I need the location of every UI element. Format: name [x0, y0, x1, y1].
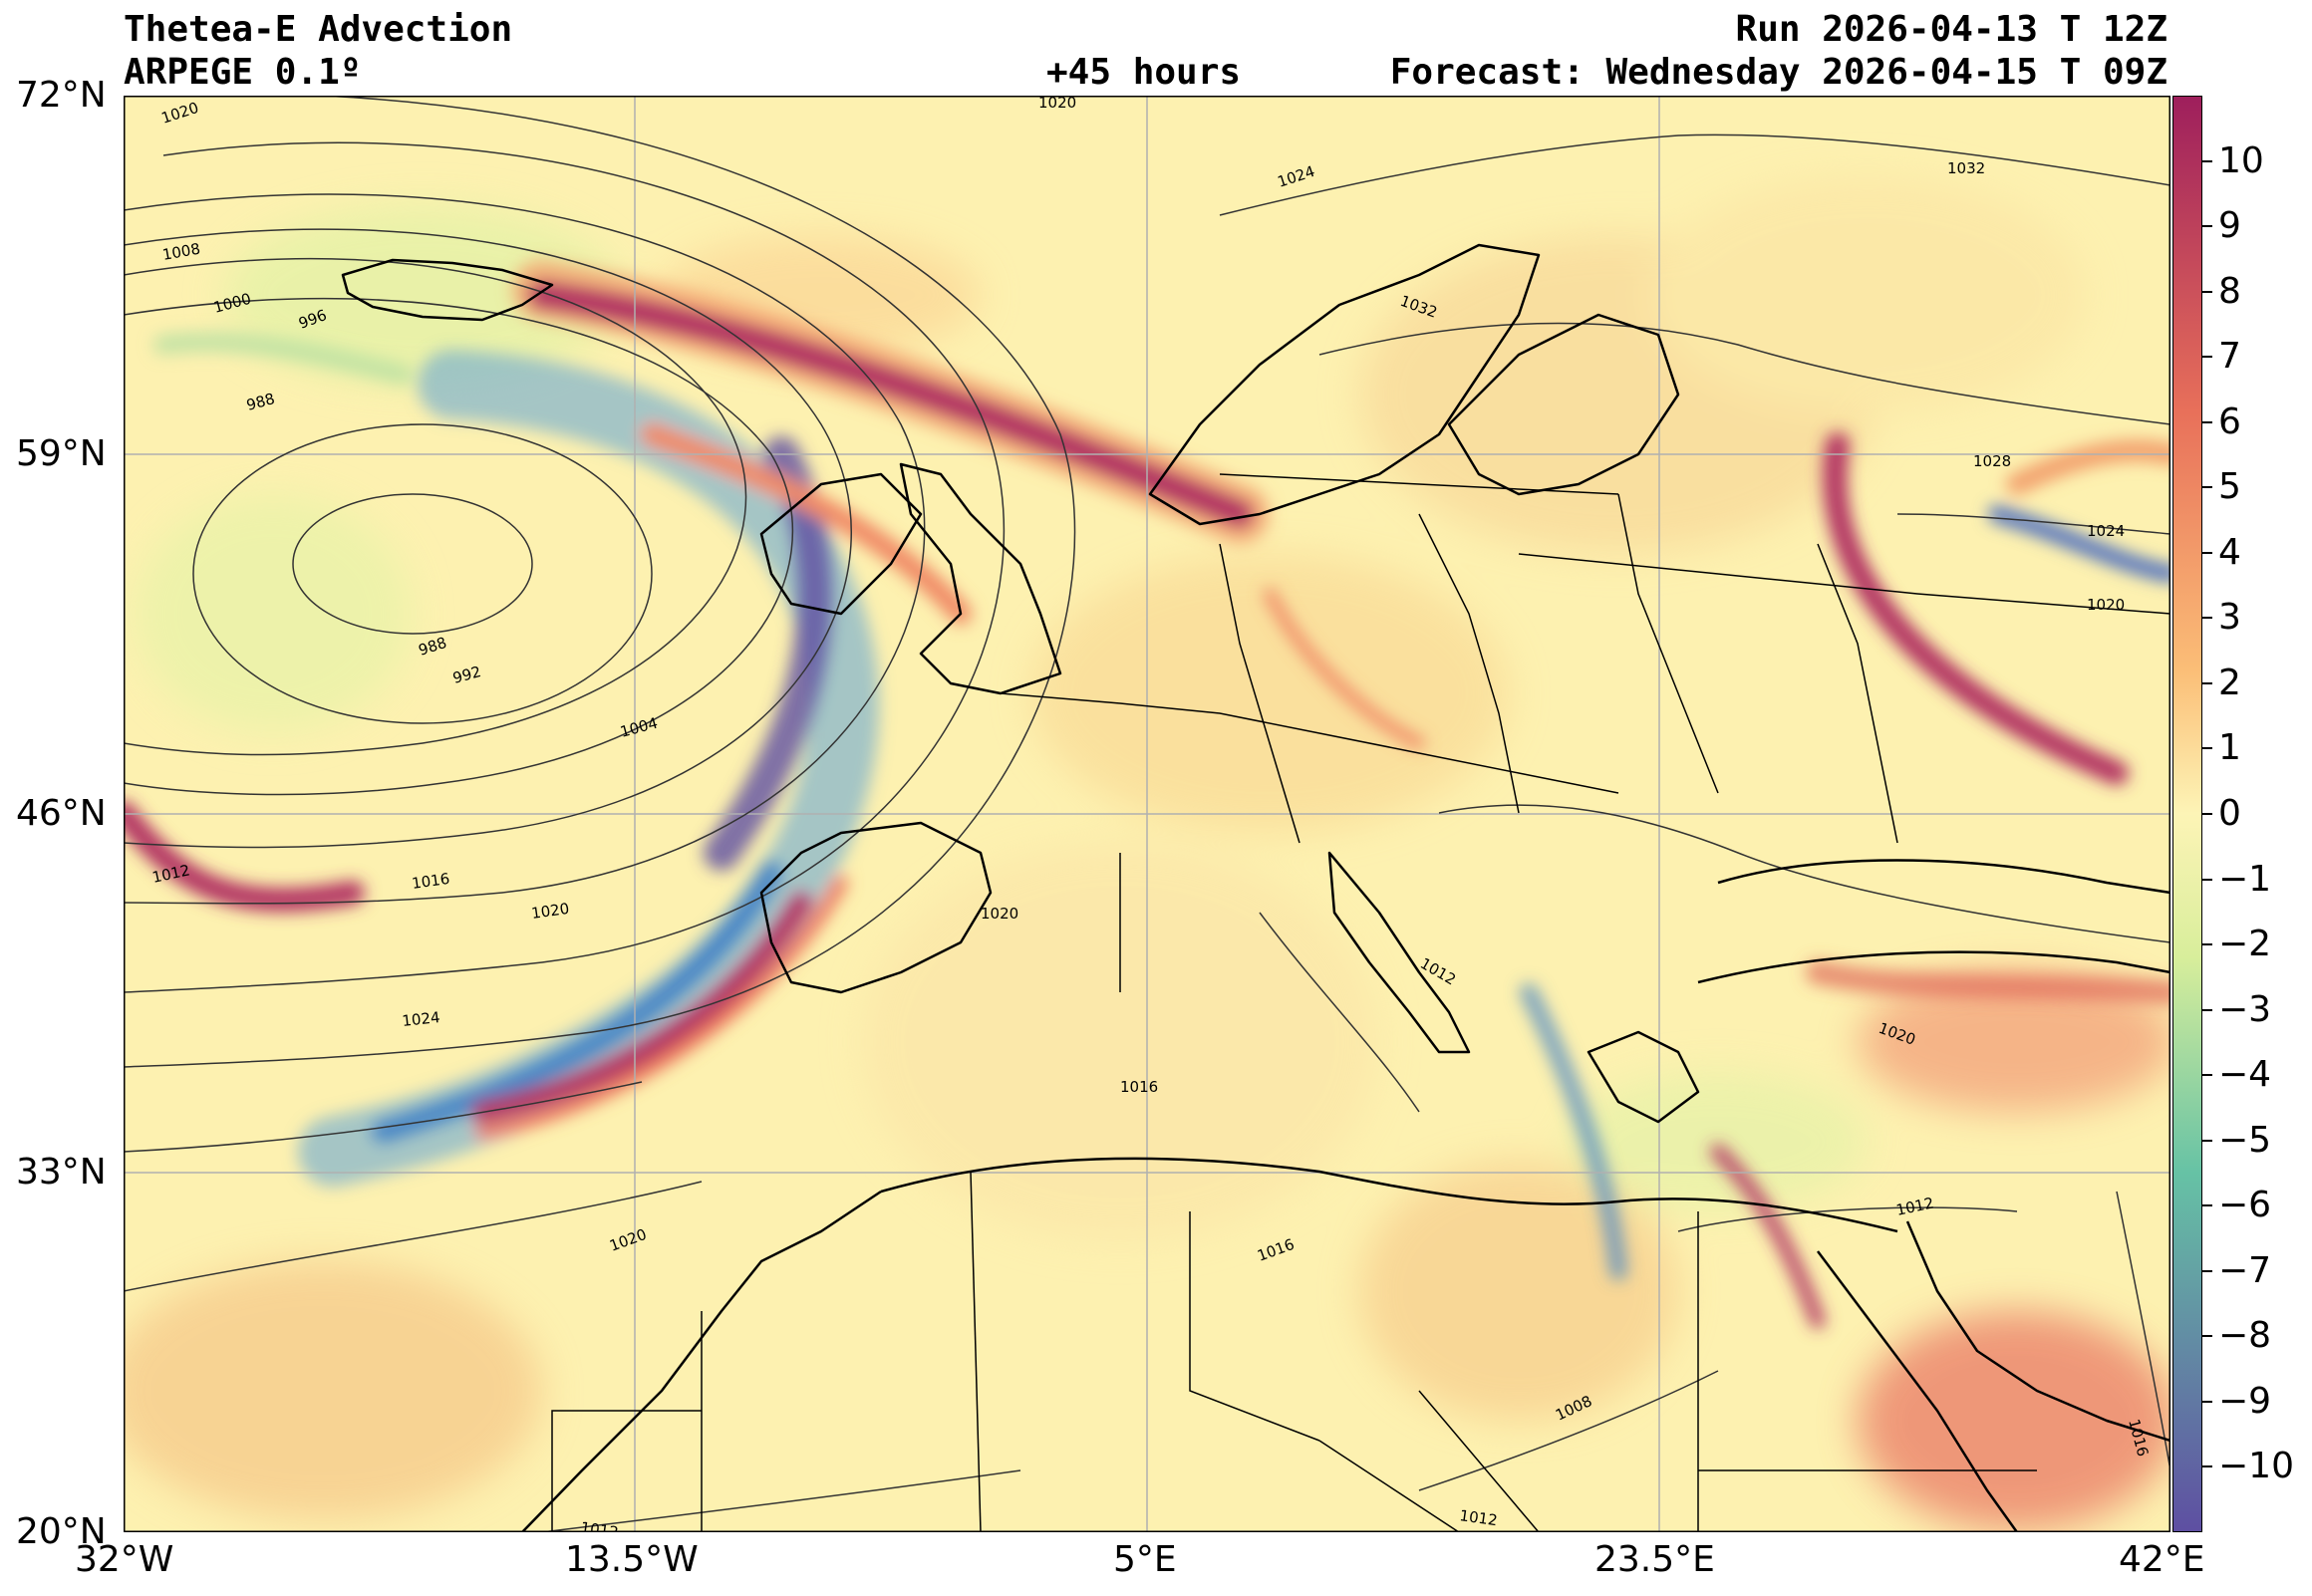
lat-label: 20°N	[16, 1511, 107, 1552]
country-borders	[551, 473, 2170, 1532]
colorbar-tick-label: −3	[2218, 988, 2272, 1030]
lon-label: 23.5°E	[1594, 1539, 1715, 1580]
colorbar-tick-label: 0	[2218, 793, 2241, 834]
colorbar-tick	[2202, 813, 2212, 815]
colorbar-tick-label: 8	[2218, 270, 2241, 312]
colorbar-tick-label: −10	[2218, 1446, 2294, 1487]
colorbar-tick	[2202, 225, 2212, 228]
isobars	[124, 96, 2170, 1532]
colorbar-tick-label: −2	[2218, 924, 2272, 965]
isobar-label: 1012	[579, 1518, 619, 1532]
lon-label: 42°E	[2119, 1539, 2205, 1580]
model-label: ARPEGE 0.1º	[124, 52, 362, 93]
colorbar-tick	[2202, 290, 2212, 293]
colorbar-tick	[2202, 1400, 2212, 1403]
map-title: Thetea-E Advection	[124, 9, 513, 50]
colorbar-tick	[2202, 1074, 2212, 1077]
isobar-label: 1012	[1458, 1506, 1498, 1529]
lat-label: 33°N	[16, 1152, 107, 1193]
lat-label: 72°N	[16, 75, 107, 116]
run-label: Run 2026-04-13 T 12Z	[1735, 9, 2168, 50]
colorbar-tick	[2202, 159, 2212, 162]
colorbar-tick	[2202, 551, 2212, 554]
colorbar-tick	[2202, 1269, 2212, 1272]
isobar-label: 1020	[2087, 596, 2125, 614]
isobar-label: 1016	[1120, 1078, 1158, 1096]
lat-label: 59°N	[16, 433, 107, 474]
lon-label: 5°E	[1113, 1539, 1177, 1580]
lat-label: 46°N	[16, 793, 107, 834]
isobar-label: 1020	[530, 900, 570, 923]
colorbar-tick-label: 6	[2218, 400, 2241, 442]
colorbar-tick-label: −1	[2218, 858, 2272, 900]
map-panel: 1020 1020 1024 1032 1008 1000 996 988 98…	[124, 96, 2170, 1532]
colorbar-tick	[2202, 1204, 2212, 1207]
colorbar-tick-label: −7	[2218, 1249, 2272, 1291]
colorbar-tick-label: −9	[2218, 1380, 2272, 1422]
isobar-label: 1020	[981, 905, 1018, 923]
colorbar-tick	[2202, 1008, 2212, 1011]
isobar-label: 1016	[411, 870, 450, 893]
colorbar-tick	[2202, 1335, 2212, 1338]
frontal-bands	[124, 260, 2170, 1329]
lead-time-label: +45 hours	[1046, 52, 1242, 93]
colorbar-tick	[2202, 1139, 2212, 1142]
field-soft-patches	[124, 175, 2170, 1530]
forecast-label: Forecast: Wednesday 2026-04-15 T 09Z	[1389, 52, 2168, 93]
isobar-label: 1028	[1973, 452, 2011, 470]
lon-label: 13.5°W	[565, 1539, 699, 1580]
colorbar-tick-label: 7	[2218, 336, 2241, 378]
map-frame	[124, 96, 2170, 1532]
colorbar-tick	[2202, 878, 2212, 881]
colorbar-tick-label: −6	[2218, 1185, 2272, 1226]
colorbar-tick-label: 10	[2218, 139, 2264, 181]
colorbar	[2172, 96, 2202, 1532]
colorbar-tick	[2202, 617, 2212, 620]
colorbar-tick-label: 1	[2218, 727, 2241, 769]
isobar-label: 1020	[1038, 96, 1076, 112]
isobar-label: 1024	[402, 1008, 441, 1030]
colorbar-tick-label: 2	[2218, 662, 2241, 703]
graticule	[124, 96, 2170, 1532]
colorbar-tick	[2202, 420, 2212, 423]
colorbar-tick-label: −4	[2218, 1054, 2272, 1096]
colorbar-tick-label: 3	[2218, 597, 2241, 639]
colorbar-tick	[2202, 1465, 2212, 1468]
colorbar-tick	[2202, 356, 2212, 359]
colorbar-tick-label: 4	[2218, 531, 2241, 573]
isobar-label: 1032	[1947, 159, 1985, 177]
colorbar-tick-label: −8	[2218, 1315, 2272, 1357]
colorbar-tick	[2202, 486, 2212, 489]
colorbar-tick-label: −5	[2218, 1119, 2272, 1161]
colorbar-tick	[2202, 681, 2212, 684]
isobar-label: 1024	[2087, 522, 2125, 540]
map-svg: 1020 1020 1024 1032 1008 1000 996 988 98…	[124, 96, 2170, 1532]
lon-label: 32°W	[75, 1539, 174, 1580]
colorbar-tick-label: 9	[2218, 205, 2241, 247]
colorbar-tick	[2202, 943, 2212, 946]
colorbar-tick-label: 5	[2218, 466, 2241, 508]
colorbar-tick	[2202, 747, 2212, 750]
